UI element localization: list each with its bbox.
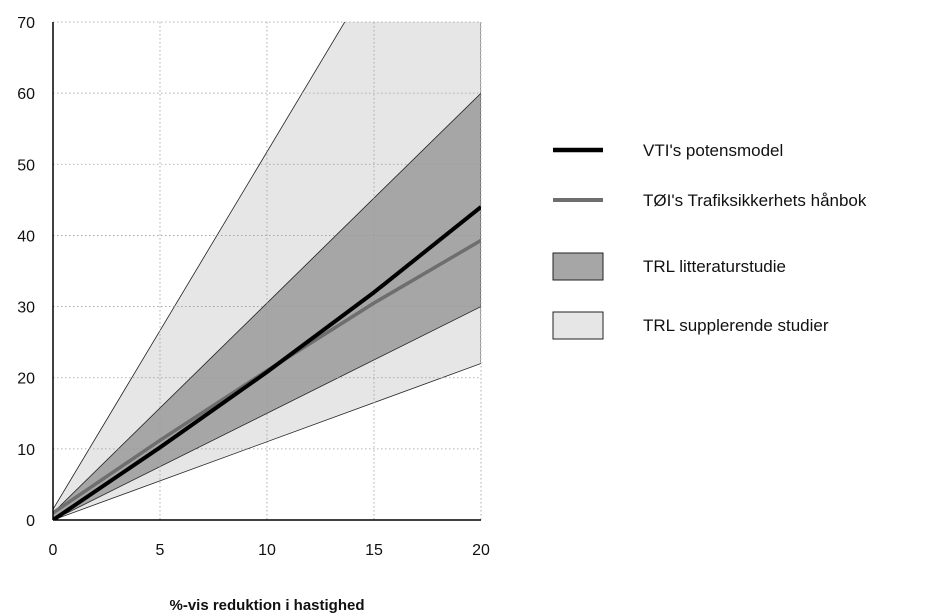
x-axis-label: %-vis reduktion i hastighed bbox=[169, 597, 364, 614]
y-tick-label: 30 bbox=[17, 300, 35, 317]
legend-item-vti-s-potensmodel: VTI's potensmodel bbox=[553, 141, 783, 160]
y-tick-label: 50 bbox=[17, 157, 35, 174]
y-tick-label: 20 bbox=[17, 371, 35, 388]
y-tick-label: 60 bbox=[17, 86, 35, 103]
line-vti-s-potensmodel bbox=[53, 205, 481, 520]
y-tick-label: 10 bbox=[17, 442, 35, 459]
legend: VTI's potensmodel TØI's Trafiksikkerhets … bbox=[552, 141, 867, 340]
grid-layer bbox=[53, 21, 482, 520]
legend-label: TØI's Trafiksikkerhets hånbok bbox=[643, 191, 867, 210]
y-tick-label: 0 bbox=[26, 513, 35, 530]
legend-item-t-i-s-trafiksikkerhets-h-nbok: TØI's Trafiksikkerhets hånbok bbox=[553, 191, 867, 210]
y-tick-label: 40 bbox=[17, 228, 35, 245]
y-tick-label: 70 bbox=[17, 15, 35, 32]
x-tick-label: 20 bbox=[472, 542, 490, 559]
legend-label: TRL supplerende studier bbox=[643, 316, 829, 335]
x-tick-label: 0 bbox=[49, 542, 58, 559]
legend-label: TRL litteraturstudie bbox=[643, 257, 786, 276]
legend-swatch-box bbox=[552, 311, 604, 340]
legend-item-trl-supplerende-studier: TRL supplerende studier bbox=[552, 311, 829, 340]
x-tick-label: 10 bbox=[258, 542, 276, 559]
x-tick-label: 15 bbox=[365, 542, 383, 559]
ticks-layer: 0 5 10 15 20 0 10 20 30 40 50 60 70 bbox=[17, 15, 490, 559]
lines-layer bbox=[53, 205, 481, 520]
legend-item-trl-litteraturstudie: TRL litteraturstudie bbox=[552, 252, 786, 281]
axes-layer bbox=[52, 22, 481, 521]
x-tick-label: 5 bbox=[156, 542, 165, 559]
legend-swatch-box bbox=[552, 252, 604, 281]
legend-label: VTI's potensmodel bbox=[643, 141, 783, 160]
